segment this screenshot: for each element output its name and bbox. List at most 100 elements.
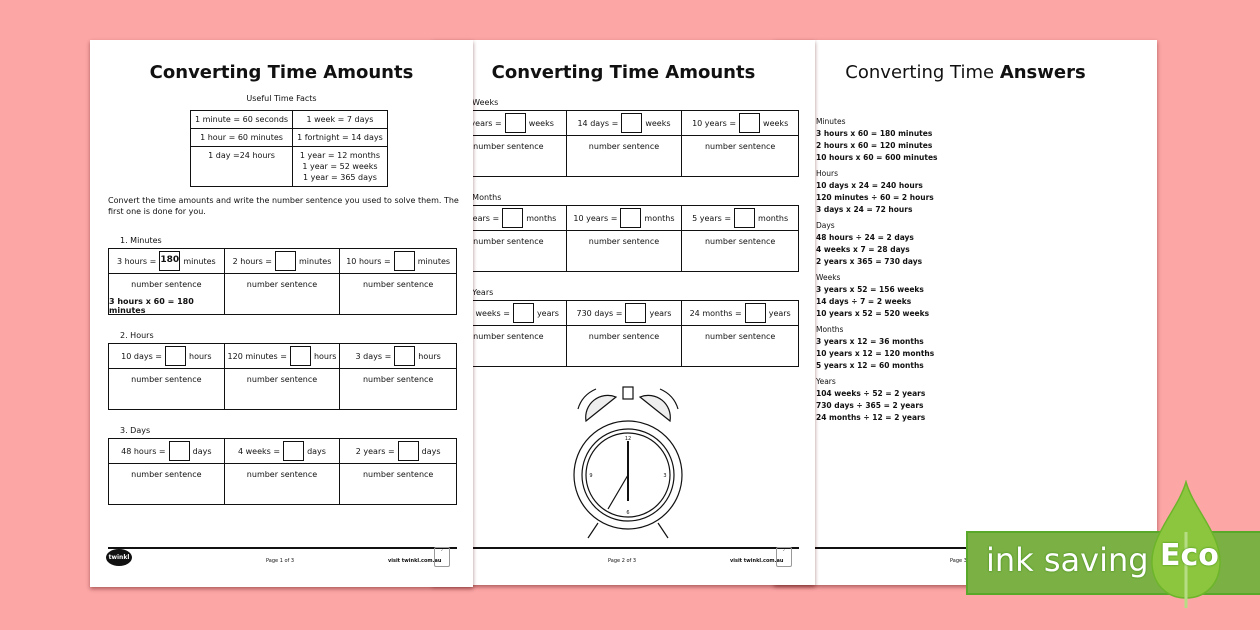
answer-box[interactable] bbox=[504, 113, 526, 133]
conversion-table: 3 years = weeks 14 days = weeks 10 years = we… bbox=[450, 110, 799, 177]
answer-box[interactable] bbox=[502, 208, 524, 228]
answer-line: 10 years x 52 = 520 weeks bbox=[816, 309, 930, 318]
number-sentence-label: number sentence bbox=[588, 237, 660, 246]
number-sentence-cell[interactable]: number sentence bbox=[225, 369, 341, 409]
answer-box[interactable] bbox=[289, 346, 311, 366]
answer-line: 3 days x 24 = 72 hours bbox=[816, 205, 913, 214]
conversion-table: 10 days = hours 120 minutes = hours 3 days =… bbox=[108, 343, 457, 410]
number-sentence-cell[interactable]: number sentence bbox=[682, 231, 798, 271]
answer-box[interactable] bbox=[744, 303, 766, 323]
answer-box[interactable] bbox=[621, 113, 643, 133]
section-label: 1. Minutes bbox=[120, 236, 162, 245]
number-sentence-cell[interactable]: number sentence bbox=[682, 326, 798, 366]
given-amount: 4 weeks = bbox=[238, 446, 281, 456]
fact: 1 week = 7 days bbox=[292, 110, 388, 129]
answer-box[interactable] bbox=[165, 346, 186, 366]
conversion-question: 5 years = months bbox=[682, 206, 798, 231]
svg-text:3: 3 bbox=[663, 473, 666, 479]
answer-box[interactable] bbox=[394, 346, 416, 366]
answer-line: 24 months ÷ 12 = 2 years bbox=[816, 413, 926, 422]
answer-line: 3 years x 52 = 156 weeks bbox=[816, 285, 924, 294]
given-amount: 2 years = bbox=[355, 446, 395, 456]
unit-label: months bbox=[644, 213, 675, 223]
answer-line: 10 hours x 60 = 600 minutes bbox=[816, 153, 938, 162]
number-sentence-cell[interactable]: number sentence bbox=[451, 231, 567, 271]
answer-box[interactable] bbox=[739, 113, 761, 133]
unit-label: years bbox=[768, 308, 791, 318]
answer-box[interactable] bbox=[620, 208, 642, 228]
number-sentence-cell[interactable]: number sentence bbox=[567, 326, 683, 366]
given-amount: 10 days = bbox=[121, 351, 162, 361]
number-sentence-label: number sentence bbox=[246, 375, 318, 384]
website-link[interactable]: visit twinkl.com.au bbox=[730, 558, 784, 564]
unit-label: hours bbox=[418, 351, 441, 361]
answer-heading: Weeks bbox=[816, 273, 841, 282]
title-bold: Answers bbox=[999, 62, 1086, 83]
unit-label: hours bbox=[313, 351, 337, 361]
answer-box[interactable]: 180 bbox=[159, 251, 181, 271]
number-sentence-cell[interactable]: number sentence 3 hours x 60 = 180 minute… bbox=[109, 274, 225, 315]
svg-text:9: 9 bbox=[589, 473, 592, 479]
number-sentence-cell[interactable]: number sentence bbox=[225, 274, 341, 315]
eco-text: ink saving bbox=[986, 541, 1149, 579]
unit-label: days bbox=[307, 446, 326, 456]
number-sentence-label: number sentence bbox=[131, 280, 202, 289]
number-sentence-cell[interactable]: number sentence bbox=[567, 231, 683, 271]
twinkl-logo: twinkl bbox=[106, 549, 132, 566]
unit-label: weeks bbox=[763, 118, 789, 128]
instructions: Convert the time amounts and write the n… bbox=[108, 196, 459, 216]
answer-line: 2 years x 365 = 730 days bbox=[816, 257, 923, 266]
section-label: 4. Weeks bbox=[462, 98, 499, 107]
number-sentence-cell[interactable]: number sentence bbox=[340, 274, 456, 315]
unit-label: weeks bbox=[645, 118, 671, 128]
answer-line: 10 days x 24 = 240 hours bbox=[816, 181, 923, 190]
number-sentence-cell[interactable]: number sentence bbox=[340, 464, 456, 504]
answer-heading: Days bbox=[816, 221, 835, 230]
answer-box[interactable] bbox=[625, 303, 647, 323]
answer-line: 120 minutes ÷ 60 = 2 hours bbox=[816, 193, 934, 202]
number-sentence-cell[interactable]: number sentence bbox=[567, 136, 683, 176]
answer-line: 14 days ÷ 7 = 2 weeks bbox=[816, 297, 912, 306]
answer-line: 10 years x 12 = 120 months bbox=[816, 349, 935, 358]
answer-heading: Minutes bbox=[816, 117, 846, 126]
conversion-question: 104 weeks = years bbox=[451, 301, 567, 326]
conversion-table: 104 weeks = years 730 days = years 24 months… bbox=[450, 300, 799, 367]
conversion-question: 24 months = years bbox=[682, 301, 798, 326]
answer-box[interactable] bbox=[283, 441, 305, 461]
number-sentence-cell[interactable]: number sentence bbox=[340, 369, 456, 409]
answer-section: Months 3 years x 12 = 36 months 10 years x… bbox=[816, 324, 934, 372]
twinkl-badge: ✓ bbox=[434, 547, 450, 567]
answer-box[interactable] bbox=[397, 441, 419, 461]
answer-line: 3 years x 12 = 36 months bbox=[816, 337, 924, 346]
answer-box[interactable] bbox=[274, 251, 296, 271]
section-label: 2. Hours bbox=[120, 331, 154, 340]
number-sentence-cell[interactable]: number sentence bbox=[225, 464, 341, 504]
number-sentence-cell[interactable]: number sentence bbox=[451, 326, 567, 366]
answer-section: Hours 10 days x 24 = 240 hours 120 minutes… bbox=[816, 168, 934, 216]
answer-box[interactable] bbox=[512, 303, 534, 323]
number-sentence-cell[interactable]: number sentence bbox=[109, 464, 225, 504]
given-amount: 3 years = bbox=[462, 118, 502, 128]
section-label: 6. Years bbox=[462, 288, 494, 297]
website-link[interactable]: visit twinkl.com.au bbox=[388, 558, 442, 564]
answer-box[interactable] bbox=[168, 441, 190, 461]
number-sentence-cell[interactable]: number sentence bbox=[109, 369, 225, 409]
answer-box[interactable] bbox=[734, 208, 756, 228]
fact: 1 hour = 60 minutes bbox=[189, 128, 294, 147]
number-sentence-cell[interactable]: number sentence bbox=[451, 136, 567, 176]
given-amount: 24 months = bbox=[689, 308, 742, 318]
conversion-question: 10 hours = minutes bbox=[340, 249, 456, 274]
page-title: Converting Time Answers bbox=[774, 62, 1157, 83]
answer-section: Years 104 weeks ÷ 52 = 2 years 730 days ÷ … bbox=[816, 376, 925, 424]
answer-box[interactable] bbox=[393, 251, 415, 271]
page-number: Page 3 of 3 bbox=[950, 558, 979, 564]
number-sentence-label: number sentence bbox=[362, 280, 434, 289]
answer-section: Minutes 3 hours x 60 = 180 minutes 2 hours… bbox=[816, 116, 938, 164]
fact: 1 year = 52 weeks bbox=[302, 162, 378, 171]
number-sentence-label: number sentence bbox=[704, 332, 776, 341]
number-sentence-cell[interactable]: number sentence bbox=[682, 136, 798, 176]
svg-text:12: 12 bbox=[625, 436, 631, 442]
page-number: Page 1 of 3 bbox=[266, 558, 295, 564]
number-sentence-label: number sentence bbox=[246, 470, 318, 479]
eco-label: Eco bbox=[1160, 538, 1219, 573]
